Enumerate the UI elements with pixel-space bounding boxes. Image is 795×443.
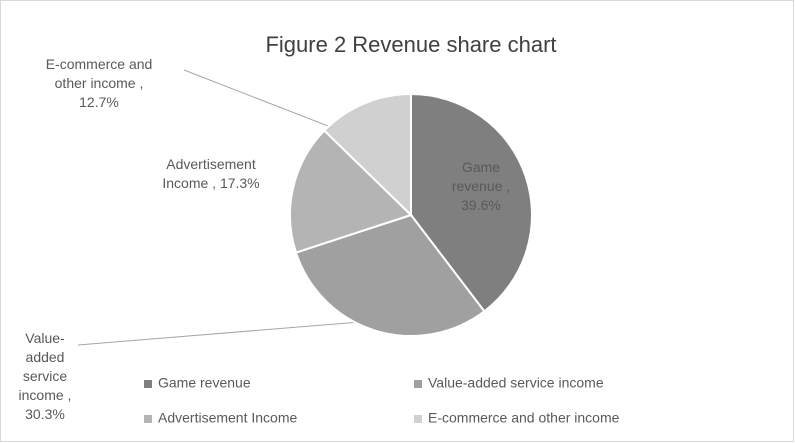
legend-label: Advertisement Income <box>158 410 297 426</box>
pie-slice <box>289 129 413 254</box>
pie <box>289 92 533 337</box>
legend-label: E-commerce and other income <box>428 410 620 426</box>
data-label: Advertisement Income , 17.3% <box>162 156 260 191</box>
legend-label: Game revenue <box>158 375 251 391</box>
legend-swatch <box>414 380 422 388</box>
data-label: E-commerce and other income , 12.7% <box>45 56 153 110</box>
leader-line <box>77 321 361 346</box>
legend: Game revenue Value-added service income Ad… <box>144 375 620 426</box>
pie-slice <box>294 213 486 337</box>
legend-swatch <box>144 415 152 423</box>
data-label: Game revenue , 39.6% <box>451 159 511 213</box>
pie-slice <box>410 92 533 313</box>
legend-swatch <box>144 380 152 388</box>
legend-label: Value-added service income <box>428 375 604 391</box>
pie-slice <box>322 92 412 218</box>
chart-title: Figure 2 Revenue share chart <box>265 32 556 57</box>
legend-swatch <box>414 415 422 423</box>
data-label: Value-added service income , 30.3% <box>18 330 72 422</box>
